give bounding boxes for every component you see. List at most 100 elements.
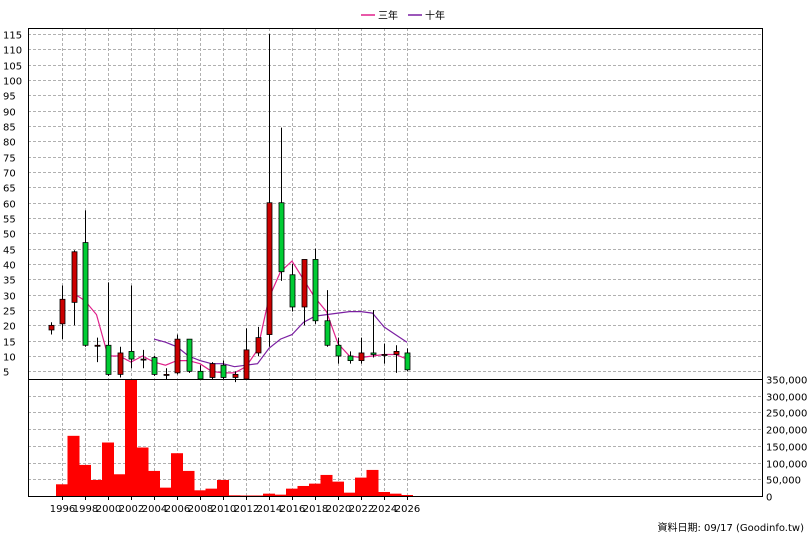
candle-body	[105, 344, 112, 375]
price-tick-label: 20	[3, 322, 16, 333]
price-tick-label: 55	[3, 215, 16, 226]
volume-bar	[240, 495, 252, 496]
volume-tick-label: 150,000	[766, 443, 807, 454]
candle	[289, 264, 296, 312]
series-line-10yr	[153, 311, 408, 368]
price-tick-label: 80	[3, 138, 16, 149]
x-tick-label: 2020	[326, 504, 351, 515]
candle	[140, 349, 147, 369]
candle	[174, 334, 181, 375]
price-tick-label: 45	[3, 246, 16, 257]
candle-body	[128, 351, 135, 360]
candle	[243, 328, 250, 380]
volume-bar	[332, 481, 344, 496]
candle	[220, 360, 227, 379]
volume-bar	[90, 479, 103, 496]
price-tick-label: 40	[3, 261, 16, 272]
candle-body	[393, 351, 400, 355]
volume-bar	[159, 487, 172, 496]
price-tick-label: 10	[3, 353, 16, 364]
volume-bar	[148, 470, 160, 496]
candle-body	[370, 352, 377, 355]
candle	[163, 368, 170, 379]
volume-bar	[194, 490, 206, 496]
volume-tick-label: 0	[766, 493, 772, 504]
volume-bar	[113, 474, 126, 496]
volume-tick-label: 350,000	[766, 376, 807, 387]
volume-bar	[56, 484, 68, 496]
volume-bar	[378, 491, 390, 496]
candle-body	[243, 349, 250, 380]
candle-body	[347, 355, 354, 362]
volume-bar	[355, 477, 367, 496]
candle-body	[232, 374, 239, 378]
candle	[381, 343, 388, 364]
candle	[59, 285, 66, 340]
candle	[151, 356, 158, 376]
candle	[232, 371, 239, 383]
volume-bar	[217, 479, 229, 496]
candle	[404, 348, 411, 372]
volume-bar	[401, 494, 413, 496]
volume-panel: 0 50,000 100,000 150,000 200,000 250,000 300,0…	[28, 376, 807, 504]
candle-body	[255, 337, 262, 354]
price-tick-label: 65	[3, 184, 16, 195]
price-tick-label: 100	[3, 77, 22, 88]
price-tick-label: 95	[3, 92, 16, 103]
candle-body	[312, 259, 319, 322]
candle	[197, 365, 204, 380]
candle-body	[381, 354, 388, 356]
price-tick-label: 50	[3, 230, 16, 241]
price-y-axis: 5 10 15 20 25 30 35 40 45 50 55 60 65 70 75 80 85 90 95 100…	[3, 31, 22, 379]
x-tick-label: 2026	[395, 504, 420, 515]
volume-tick-label: 300,000	[766, 393, 807, 404]
candle	[393, 345, 400, 373]
candle-body	[324, 320, 331, 346]
candle	[48, 322, 55, 335]
price-tick-label: 105	[3, 62, 22, 73]
candle	[94, 337, 101, 363]
volume-bar	[136, 447, 149, 496]
candle-body	[209, 363, 216, 378]
price-grid	[28, 28, 762, 496]
candle	[312, 248, 319, 324]
volume-bar	[251, 495, 264, 496]
candle-body	[140, 358, 147, 361]
volume-tick-label: 250,000	[766, 409, 807, 420]
candle	[347, 351, 354, 364]
volume-bars	[56, 379, 413, 496]
candle	[370, 310, 377, 358]
volume-bar	[366, 469, 379, 496]
candle-body	[48, 324, 55, 331]
x-tick-label: 2004	[142, 504, 167, 515]
candle	[255, 326, 262, 357]
candle-body	[151, 357, 158, 375]
volume-bar	[205, 488, 218, 496]
candle	[128, 285, 135, 369]
volume-bar	[286, 488, 298, 496]
x-tick-label: 1998	[73, 504, 98, 515]
candle-body	[301, 259, 308, 308]
candle	[117, 346, 124, 378]
candle	[335, 337, 342, 364]
x-tick-label: 2006	[165, 504, 190, 515]
candle	[71, 250, 78, 326]
candle-body	[174, 338, 181, 374]
candle-body	[404, 352, 411, 371]
candle	[301, 259, 308, 326]
candle-body	[278, 202, 285, 273]
price-panel: 5 10 15 20 25 30 35 40 45 50 55 60 65 70 75 80 85 90 95 100…	[3, 28, 763, 496]
volume-tick-label: 200,000	[766, 426, 807, 437]
candle	[186, 338, 193, 373]
price-tick-label: 115	[3, 31, 22, 42]
price-tick-label: 85	[3, 123, 16, 134]
x-tick-label: 2018	[303, 504, 328, 515]
x-axis: 1996199820002002200420062008201020122014…	[50, 496, 420, 515]
candle-body	[94, 344, 101, 347]
candle-body	[117, 352, 124, 375]
volume-tick-label: 50,000	[766, 476, 801, 487]
legend-label-3yr: 三年	[378, 9, 398, 22]
volume-plot-frame	[28, 379, 763, 497]
candle	[82, 210, 89, 347]
